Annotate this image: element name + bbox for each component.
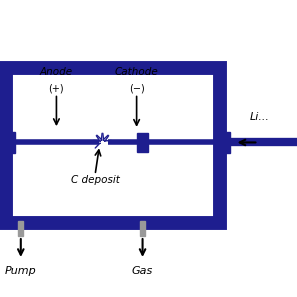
Text: Pump: Pump bbox=[5, 266, 37, 276]
Bar bbox=[218, 132, 230, 153]
Text: Anode: Anode bbox=[40, 67, 73, 77]
Text: (+): (+) bbox=[49, 83, 64, 94]
Bar bbox=[18, 221, 23, 236]
Bar bbox=[137, 133, 148, 152]
Bar bbox=[0, 123, 9, 162]
Text: Cathode: Cathode bbox=[115, 67, 159, 77]
Bar bbox=[140, 221, 145, 236]
Text: Gas: Gas bbox=[132, 266, 153, 276]
Text: C deposit: C deposit bbox=[71, 175, 119, 185]
Text: (−): (−) bbox=[129, 83, 145, 94]
Text: Li...: Li... bbox=[249, 112, 269, 122]
Bar bbox=[9, 132, 15, 153]
Bar bbox=[6, 68, 220, 223]
